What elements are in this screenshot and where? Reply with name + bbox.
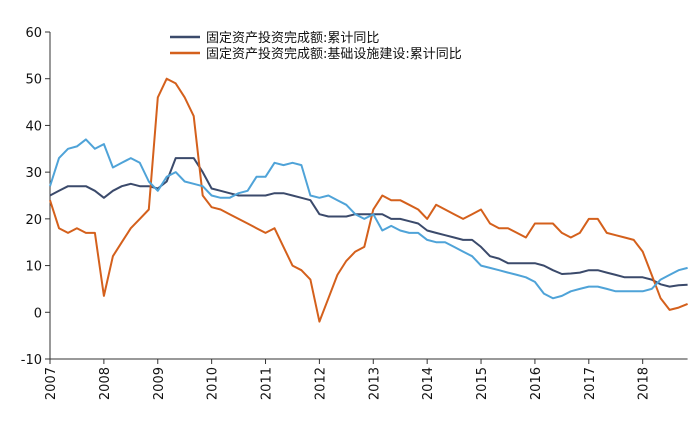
legend-label: 固定资产投资完成额:累计同比	[206, 30, 379, 46]
x-tick-label: 2008	[98, 367, 113, 400]
y-tick-label: 40	[25, 119, 42, 134]
x-tick-label: 2011	[260, 367, 275, 400]
y-tick-label: 20	[25, 213, 42, 228]
x-tick-label: 2012	[313, 367, 328, 400]
x-tick-label: 2014	[421, 367, 436, 400]
legend-label: 固定资产投资完成额:基础设施建设:累计同比	[206, 46, 462, 62]
series-line	[49, 77, 688, 323]
series-line	[49, 157, 688, 288]
x-tick-label: 2018	[637, 367, 652, 400]
x-tick-label: 2009	[152, 367, 167, 400]
y-tick-label: -10	[21, 353, 42, 368]
x-tick-label: 2016	[529, 367, 544, 400]
x-tick-label: 2013	[367, 367, 382, 400]
x-tick-label: 2015	[475, 367, 490, 400]
series-line	[49, 138, 688, 300]
x-tick-label: 2017	[583, 367, 598, 400]
y-tick-label: 10	[25, 260, 42, 275]
y-tick-label: 60	[25, 26, 42, 41]
y-tick-label: 30	[25, 166, 42, 181]
y-tick-label: 50	[25, 73, 42, 88]
x-tick-label: 2007	[44, 367, 59, 400]
x-tick-label: 2010	[206, 367, 221, 400]
y-tick-label: 0	[34, 306, 42, 321]
